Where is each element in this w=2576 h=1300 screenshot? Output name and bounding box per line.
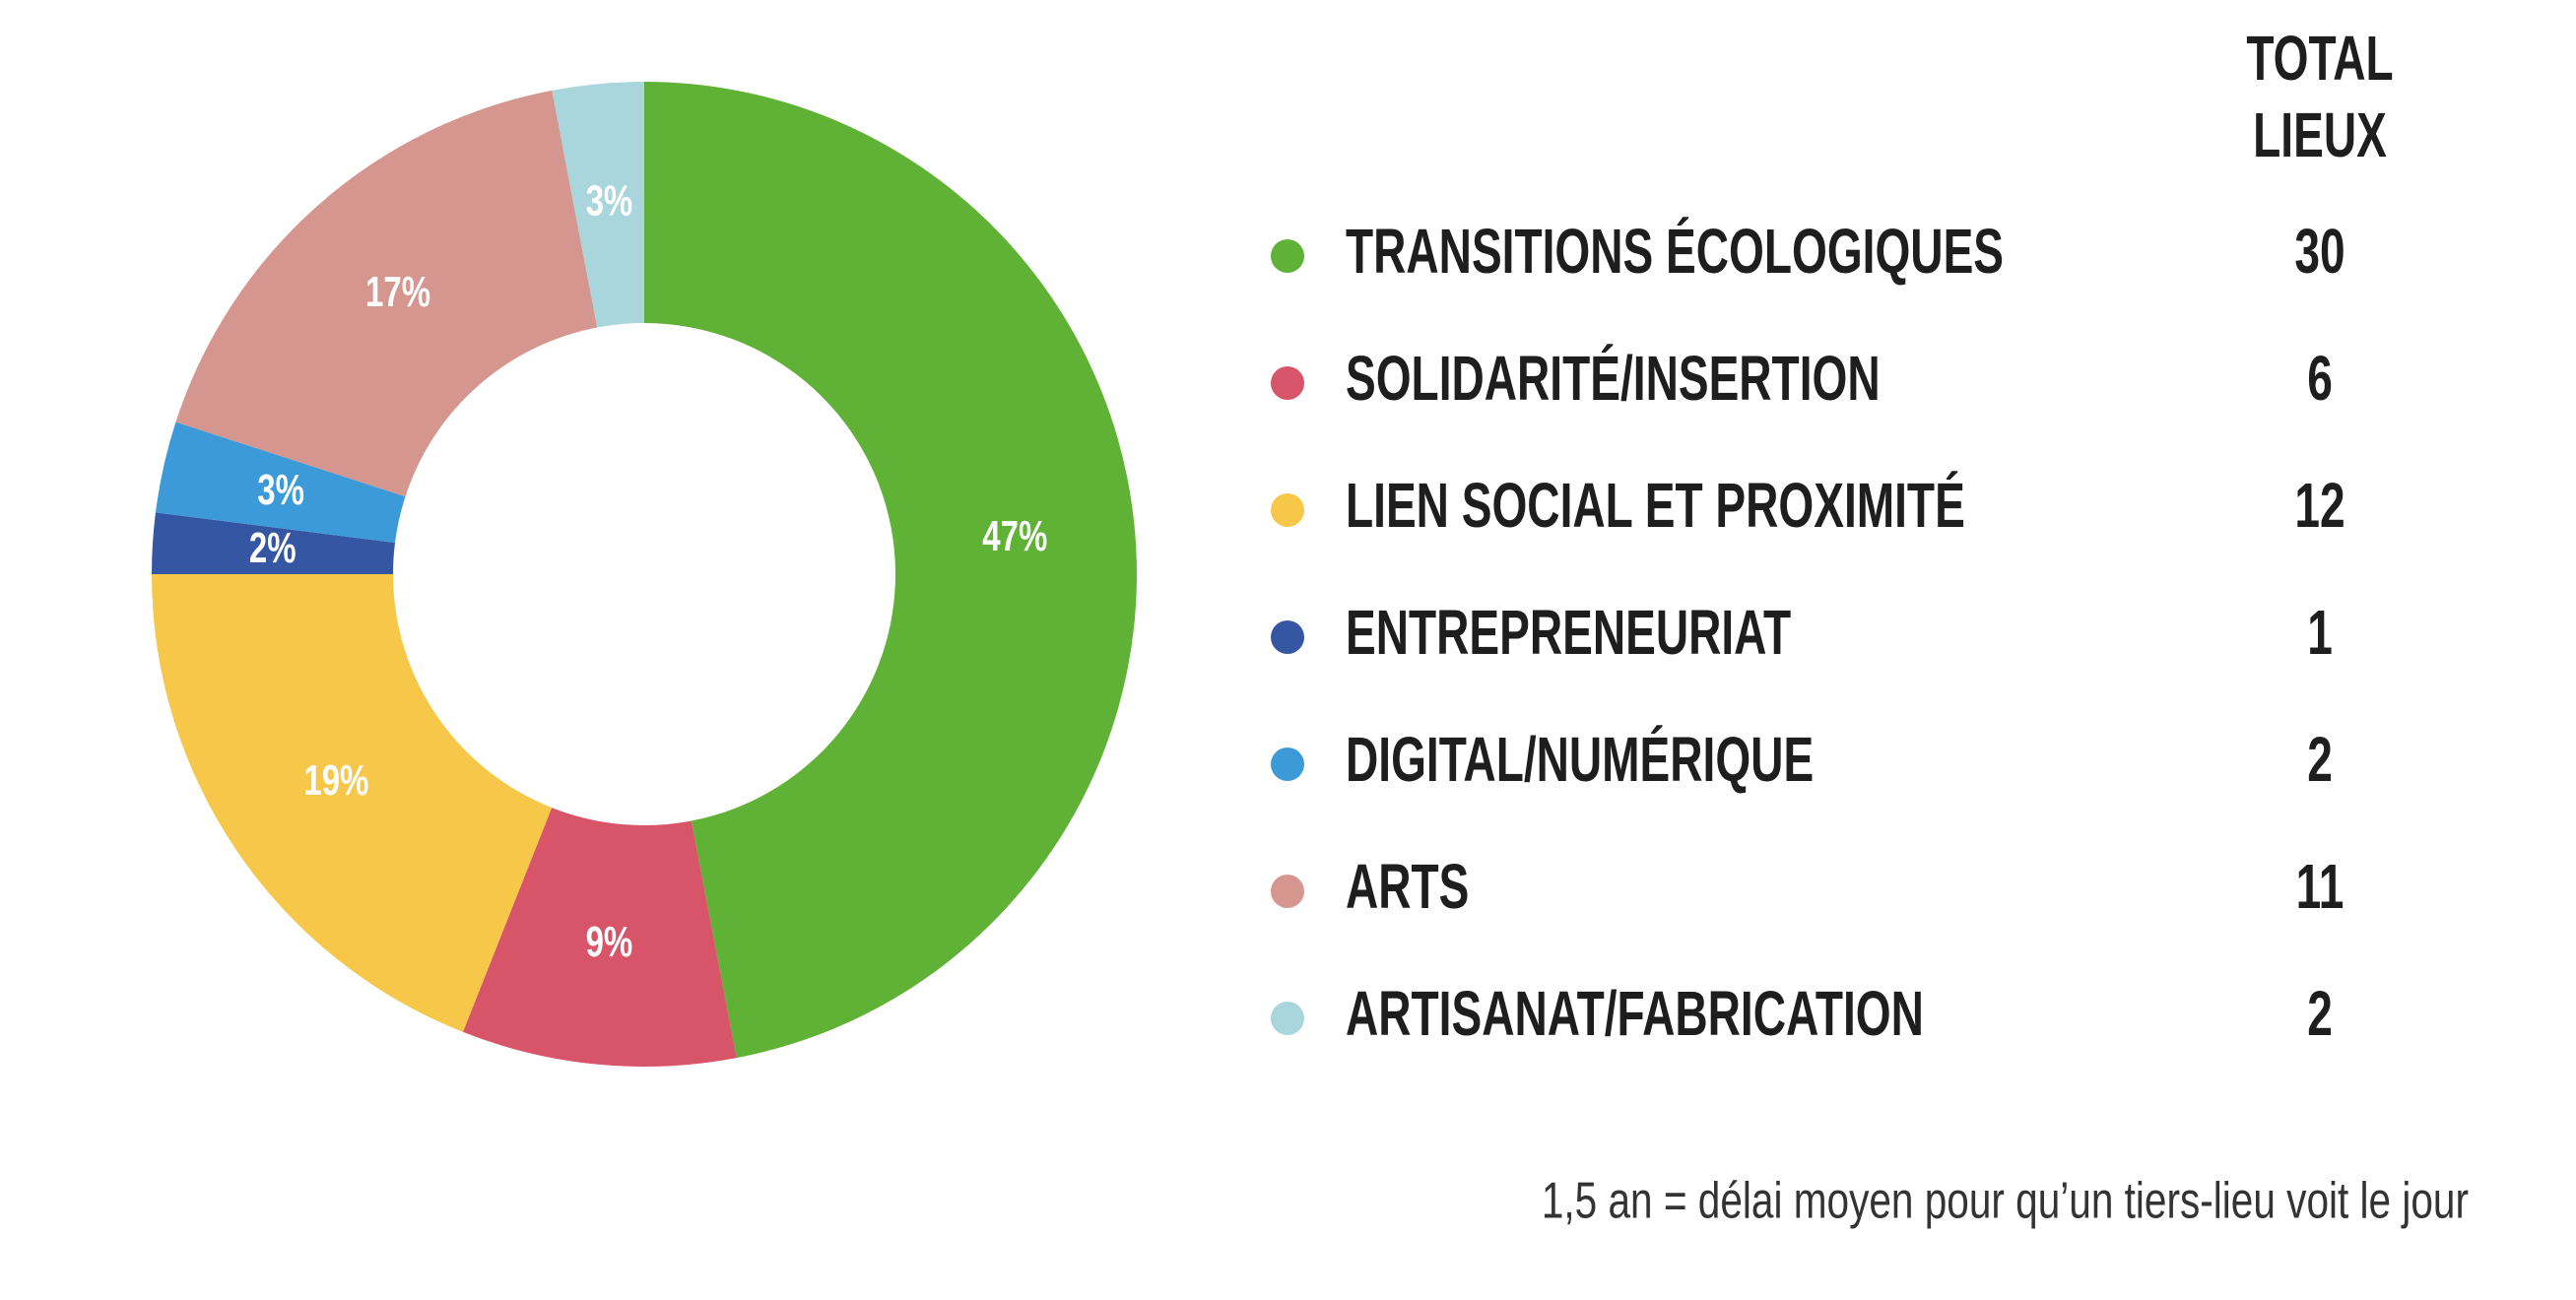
- total-value: 1: [2307, 598, 2333, 668]
- total-header: LIEUX: [2253, 100, 2387, 170]
- slice: [462, 808, 737, 1068]
- total-value: 6: [2307, 344, 2333, 414]
- legend-dot: [1271, 1002, 1304, 1035]
- legend-dot: [1271, 366, 1304, 400]
- slice-label: 3%: [586, 177, 633, 226]
- slice: [552, 82, 644, 328]
- note: 1,5 an = délai moyen pour qu’un tiers-li…: [1542, 1172, 2469, 1229]
- legend-label: SOLIDARITÉ/INSERTION: [1346, 344, 1881, 414]
- total-header: TOTAL: [2246, 24, 2393, 94]
- legend-label: DIGITAL/NUMÉRIQUE: [1346, 725, 1814, 795]
- legend-dot: [1271, 493, 1304, 527]
- total-value: 2: [2307, 979, 2333, 1049]
- slice: [155, 422, 406, 544]
- slice-label: 47%: [982, 513, 1047, 561]
- legend-dot: [1271, 239, 1304, 273]
- total-value: 11: [2296, 852, 2345, 922]
- total-value: 30: [2294, 217, 2345, 287]
- legend-dot: [1271, 620, 1304, 654]
- legend-label: ARTISANAT/FABRICATION: [1346, 979, 1924, 1049]
- total-value: 12: [2294, 471, 2345, 541]
- legend-dot: [1271, 748, 1304, 781]
- legend-label: TRANSITIONS ÉCOLOGIQUES: [1346, 217, 2004, 287]
- slice-label: 19%: [303, 757, 368, 806]
- slice: [644, 82, 1138, 1059]
- legend-label: ENTREPRENEURIAT: [1346, 598, 1791, 668]
- slice-label: 9%: [586, 918, 633, 966]
- slice-label: 17%: [365, 269, 430, 317]
- total-value: 2: [2307, 725, 2333, 795]
- slice-label: 2%: [249, 524, 297, 572]
- slice: [152, 574, 553, 1032]
- legend-dot: [1271, 875, 1304, 908]
- slice: [175, 90, 598, 497]
- legend-label: LIEN SOCIAL ET PROXIMITÉ: [1346, 471, 1965, 541]
- legend-label: ARTS: [1346, 852, 1469, 922]
- slice-label: 3%: [257, 467, 304, 515]
- slice: [152, 512, 396, 574]
